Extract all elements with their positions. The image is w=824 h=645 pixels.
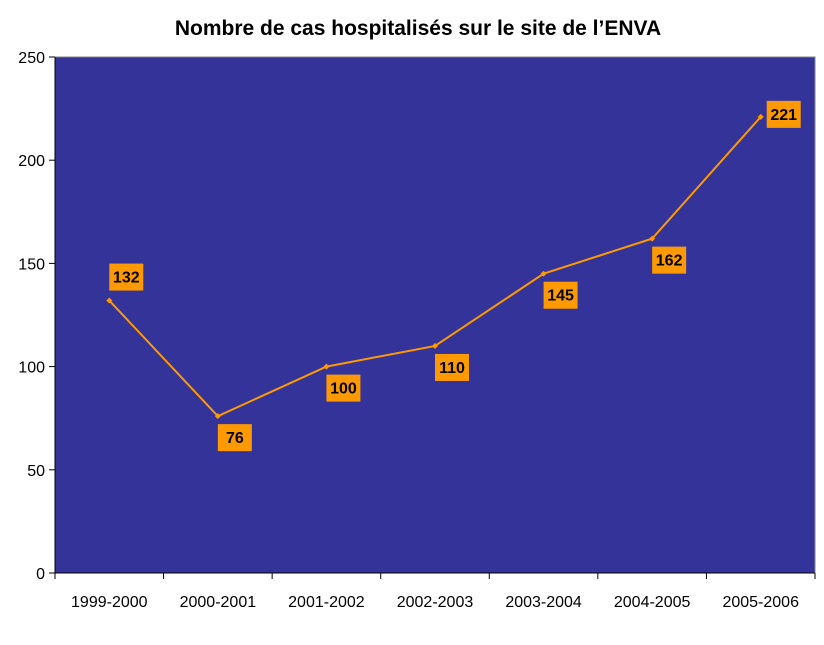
data-label: 110 — [439, 360, 465, 377]
x-tick-label: 2002-2003 — [397, 594, 474, 611]
data-labels: 132 76 100 110 145 162 221 — [109, 100, 801, 452]
data-label: 162 — [656, 253, 683, 270]
y-tick-label: 200 — [18, 153, 45, 170]
y-tick-label: 150 — [18, 256, 45, 273]
y-tick-label: 0 — [36, 566, 45, 583]
data-point — [106, 297, 113, 304]
data-point — [757, 113, 764, 120]
series — [106, 113, 764, 420]
data-point — [540, 270, 547, 277]
data-label: 132 — [113, 270, 140, 287]
data-label-box — [109, 263, 144, 291]
x-tick-label: 2005-2006 — [722, 594, 799, 611]
data-label: 100 — [330, 381, 357, 398]
data-label-box — [652, 246, 687, 274]
x-tick-label: 1999-2000 — [71, 594, 148, 611]
y-axis: 0 50 100 150 200 250 — [18, 50, 56, 583]
data-label-box — [435, 353, 469, 381]
y-tick-label: 250 — [18, 50, 45, 67]
data-label: 221 — [770, 107, 797, 124]
x-tick-label: 2004-2005 — [614, 594, 691, 611]
data-point — [323, 363, 330, 370]
data-label-box — [217, 424, 252, 452]
data-label-box — [326, 374, 361, 402]
data-point — [649, 235, 656, 242]
data-label-box — [766, 100, 801, 128]
x-tick-label: 2000-2001 — [180, 594, 257, 611]
x-tick-label: 2001-2002 — [288, 594, 365, 611]
data-point — [214, 413, 221, 420]
y-tick-label: 50 — [27, 463, 45, 480]
x-axis: 1999-2000 2000-2001 2001-2002 2002-2003 2003… — [54, 572, 816, 611]
plot-area — [54, 56, 816, 574]
data-point — [432, 342, 438, 349]
x-tick-label: 2003-2004 — [505, 594, 582, 611]
data-label: 145 — [547, 288, 574, 305]
data-label-box — [543, 281, 578, 309]
data-label: 76 — [226, 430, 244, 447]
chart-title: Nombre de cas hospitalisés sur le site d… — [174, 17, 662, 40]
y-tick-label: 100 — [18, 360, 45, 377]
